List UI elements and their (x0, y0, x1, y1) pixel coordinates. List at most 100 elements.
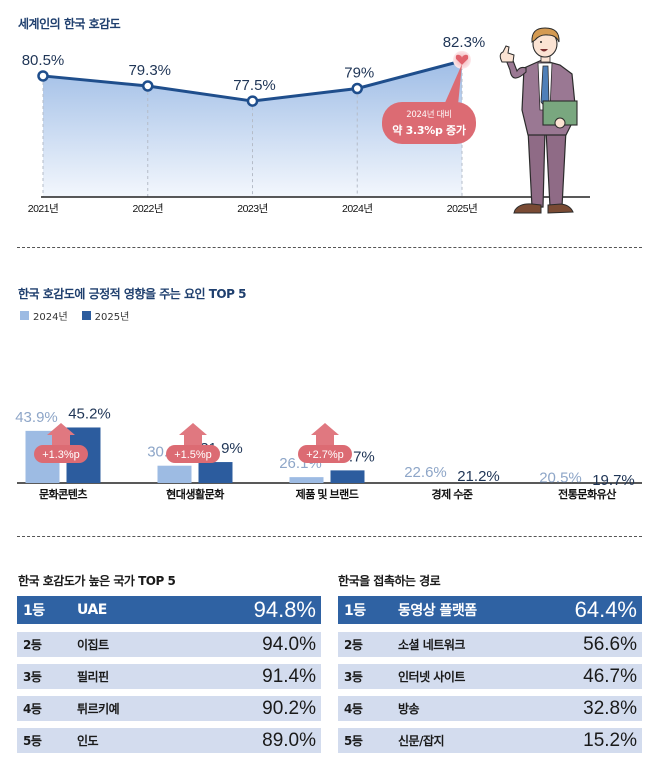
bar-value-label: 43.9% (15, 409, 58, 426)
line-chart: 80.5% 2021년 79.3% 2022년 77.5% 2023년 79% 2024년 82… (22, 27, 590, 215)
legend-item-2024: 2024년 (20, 308, 68, 323)
legend-label-2025: 2025년 (94, 312, 130, 323)
countries-table: 1등 UAE 94.8% 2등 이집트 94.0% 3등 필리핀 91.4% 4등 튀르키예 90.2… (17, 596, 321, 760)
bar-2024년 (289, 477, 324, 483)
item-name: 필리핀 (77, 670, 109, 684)
item-value: 15.2% (583, 729, 637, 751)
item-name: 방송 (398, 702, 420, 716)
item-name: UAE (77, 602, 107, 618)
change-badge (166, 445, 220, 463)
item-name: 튀르키예 (77, 702, 120, 716)
x-tick-label: 2023년 (237, 203, 268, 215)
table-row: 3등 인터넷 사이트 46.7% (338, 664, 642, 689)
category-label: 제품 및 브랜드 (296, 487, 359, 501)
bar-chart-legend: 2024년 2025년 (20, 308, 129, 323)
table-row: 1등 UAE 94.8% (17, 596, 321, 624)
heart-icon (455, 54, 469, 65)
rank-label: 1등 (344, 603, 366, 619)
bar-value-label: 45.2% (68, 405, 111, 422)
table-row: 4등 튀르키예 90.2% (17, 696, 321, 721)
bar-value-label: 19.7% (592, 472, 635, 489)
rank-label: 5등 (23, 734, 42, 748)
legend-label-2024: 2024년 (33, 312, 68, 323)
item-name: 소셜 네트워크 (398, 638, 465, 652)
bar-chart-title: 한국 호감도에 긍정적 영향을 주는 요인 TOP 5 (18, 287, 246, 301)
x-tick-label: 2022년 (132, 203, 163, 215)
category-label: 전통문화유산 (558, 487, 616, 501)
x-tick-label: 2024년 (342, 203, 373, 215)
bar-chart: 43.9%45.2%+1.3%p문화콘텐츠30.5%31.9%+1.5%p현대생… (15, 405, 642, 501)
item-value: 32.8% (583, 697, 637, 719)
item-value: 90.2% (262, 697, 316, 719)
change-badge-label: +2.7%p (306, 449, 344, 461)
change-badge-label: +1.3%p (42, 449, 80, 461)
bar-value-label: 20.5% (539, 470, 582, 487)
legend-swatch-2025 (81, 311, 91, 320)
table-row: 4등 방송 32.8% (338, 696, 642, 721)
table-row: 2등 소셜 네트워크 56.6% (338, 632, 642, 657)
change-badge (298, 445, 352, 463)
rank-label: 1등 (23, 603, 45, 619)
rank-label: 4등 (23, 702, 42, 716)
bar-2025년 (330, 470, 365, 483)
data-point (351, 82, 363, 95)
bar-2025년 (198, 462, 233, 483)
data-label: 79.3% (128, 62, 171, 79)
item-value: 91.4% (262, 665, 316, 687)
data-label: 82.3% (443, 34, 486, 51)
increase-callout: 2024년 대비 약 3.3%p 증가 (382, 102, 476, 144)
x-tick-label: 2021년 (28, 203, 59, 215)
callout-line2: 약 3.3%p 증가 (392, 124, 466, 137)
table-row: 1등 동영상 플랫폼 64.4% (338, 596, 642, 624)
table-row: 5등 인도 89.0% (17, 728, 321, 753)
category-label: 현대생활문화 (166, 487, 224, 501)
category-label: 경제 수준 (431, 487, 472, 501)
item-value: 64.4% (574, 597, 637, 622)
bar-value-label: 21.2% (457, 468, 500, 485)
rank-label: 3등 (23, 670, 42, 684)
data-label: 77.5% (233, 77, 276, 94)
table-row: 3등 필리핀 91.4% (17, 664, 321, 689)
up-arrow-icon (311, 423, 339, 447)
item-value: 56.6% (583, 633, 637, 655)
item-value: 94.8% (253, 597, 316, 622)
table-row: 5등 신문/잡지 15.2% (338, 728, 642, 753)
data-label: 80.5% (22, 52, 65, 69)
item-name: 인터넷 사이트 (398, 670, 465, 684)
item-value: 89.0% (262, 729, 316, 751)
change-badge (34, 445, 88, 463)
rank-label: 2등 (344, 638, 363, 652)
rank-label: 4등 (344, 702, 363, 716)
data-point (246, 95, 259, 107)
up-arrow-icon (179, 423, 207, 447)
rank-label: 2등 (23, 638, 42, 652)
line-chart-title: 세계인의 한국 호감도 (18, 17, 121, 31)
channels-table-title: 한국을 접촉하는 경로 (338, 574, 441, 588)
change-badge-label: +1.5%p (174, 449, 212, 461)
item-name: 동영상 플랫폼 (398, 603, 477, 619)
callout-pointer (444, 64, 462, 105)
item-name: 신문/잡지 (398, 734, 445, 748)
rank-label: 5등 (344, 734, 363, 748)
x-tick-label: 2025년 (447, 203, 478, 215)
countries-table-title: 한국 호감도가 높은 국가 TOP 5 (18, 574, 176, 588)
data-label: 79% (344, 65, 374, 82)
legend-swatch-2024 (20, 311, 29, 320)
item-value: 46.7% (583, 665, 637, 687)
channels-table: 1등 동영상 플랫폼 64.4% 2등 소셜 네트워크 56.6% 3등 인터넷 사이트 46.… (338, 596, 642, 760)
item-value: 94.0% (262, 633, 316, 655)
callout-line1: 2024년 대비 (406, 110, 452, 120)
item-name: 이집트 (77, 638, 109, 652)
presenter-illustration (499, 27, 578, 214)
section-divider (17, 536, 642, 537)
data-point (37, 70, 49, 82)
bar-2024년 (157, 465, 192, 483)
bar-value-label: 22.6% (404, 464, 447, 481)
legend-item-2025: 2025년 (81, 308, 130, 323)
table-row: 2등 이집트 94.0% (17, 632, 321, 657)
section-divider (17, 247, 642, 248)
data-point (142, 80, 154, 92)
up-arrow-icon (47, 423, 75, 447)
rank-label: 3등 (344, 670, 363, 684)
item-name: 인도 (77, 734, 99, 748)
